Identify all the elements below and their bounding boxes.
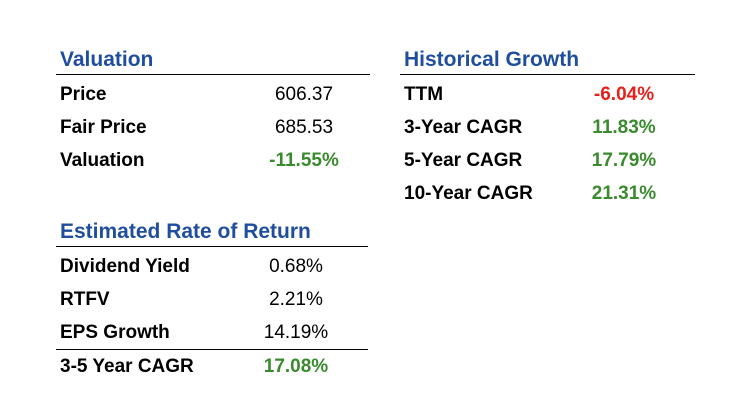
estimated-return-table: Estimated Rate of Return Dividend Yield … <box>56 219 368 383</box>
dividend-yield-label: Dividend Yield <box>60 256 190 277</box>
growth-row-5yr: 5-Year CAGR 17.79% <box>400 144 695 177</box>
10yr-cagr-value: 21.31% <box>591 183 657 204</box>
rtfv-label: RTFV <box>60 289 110 310</box>
eps-growth-value: 14.19% <box>263 322 329 343</box>
ttm-value: -6.04% <box>593 84 655 105</box>
valuation-table: Valuation Price 606.37 Fair Price 685.53… <box>56 47 370 177</box>
valuation-title: Valuation <box>56 47 370 75</box>
growth-row-3yr: 3-Year CAGR 11.83% <box>400 111 695 144</box>
ttm-label: TTM <box>404 84 444 105</box>
3-5yr-cagr-label: 3-5 Year CAGR <box>60 356 194 377</box>
valuation-label: Valuation <box>60 150 145 171</box>
estimated-return-title: Estimated Rate of Return <box>56 219 368 247</box>
valuation-row-fair-price: Fair Price 685.53 <box>56 111 370 144</box>
3-5yr-cagr-value: 17.08% <box>263 356 329 377</box>
dividend-yield-value: 0.68% <box>269 256 323 277</box>
fair-price-label: Fair Price <box>60 117 147 138</box>
3yr-cagr-value: 11.83% <box>592 117 656 138</box>
return-row-eps-growth: EPS Growth 14.19% <box>56 316 368 349</box>
price-value: 606.37 <box>274 84 334 105</box>
historical-growth-table: Historical Growth TTM -6.04% 3-Year CAGR… <box>400 47 695 210</box>
rtfv-value: 2.21% <box>269 289 323 310</box>
5yr-cagr-value: 17.79% <box>591 150 657 171</box>
10yr-cagr-label: 10-Year CAGR <box>404 183 533 204</box>
return-row-cagr-total: 3-5 Year CAGR 17.08% <box>56 349 368 383</box>
3yr-cagr-label: 3-Year CAGR <box>404 117 523 138</box>
valuation-row-valuation: Valuation -11.55% <box>56 144 370 177</box>
return-row-dividend-yield: Dividend Yield 0.68% <box>56 250 368 283</box>
eps-growth-label: EPS Growth <box>60 322 170 343</box>
growth-row-10yr: 10-Year CAGR 21.31% <box>400 177 695 210</box>
valuation-value: -11.55% <box>269 150 339 171</box>
valuation-row-price: Price 606.37 <box>56 78 370 111</box>
growth-row-ttm: TTM -6.04% <box>400 78 695 111</box>
5yr-cagr-label: 5-Year CAGR <box>404 150 523 171</box>
historical-growth-title: Historical Growth <box>400 47 695 75</box>
price-label: Price <box>60 84 107 105</box>
return-row-rtfv: RTFV 2.21% <box>56 283 368 316</box>
fair-price-value: 685.53 <box>274 117 334 138</box>
